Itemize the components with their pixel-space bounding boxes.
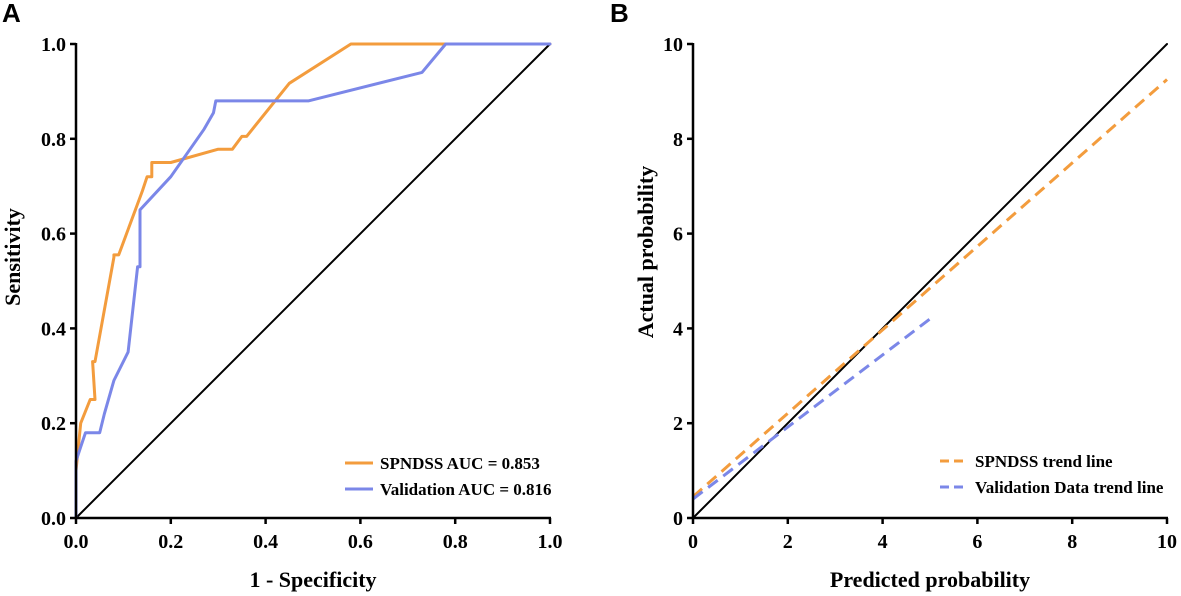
roc-y-tick-label: 0.6 bbox=[41, 224, 66, 246]
calibration-x-tick-label: 0 bbox=[688, 531, 698, 553]
calibration-reference-diagonal bbox=[692, 43, 1168, 519]
calibration-series-line-0 bbox=[692, 78, 1168, 498]
roc-reference-diagonal bbox=[75, 43, 551, 519]
calibration-x-tick-label: 4 bbox=[878, 531, 888, 553]
roc-x-tick-label: 0.6 bbox=[348, 531, 373, 553]
roc-series-line-0 bbox=[74, 42, 552, 520]
roc-legend-label: Validation AUC = 0.816 bbox=[380, 480, 552, 499]
roc-x-tick-label: 0.8 bbox=[443, 531, 468, 553]
calibration-x-axis-title: Predicted probability bbox=[830, 567, 1030, 592]
roc-legend-label: SPNDSS AUC = 0.853 bbox=[380, 454, 540, 473]
panel-label-a: A bbox=[2, 0, 21, 28]
roc-x-tick-label: 0.2 bbox=[158, 531, 183, 553]
roc-y-axis-title: Sensitivity bbox=[0, 208, 25, 306]
roc-series-line-1 bbox=[74, 42, 552, 520]
calibration-legend-label: Validation Data trend line bbox=[975, 478, 1164, 497]
calibration-ticks: 0 2 4 6 8 10 0 2 4 6 8 10 bbox=[663, 34, 1177, 553]
calibration-y-tick-label: 4 bbox=[673, 318, 683, 340]
calibration-x-tick-label: 2 bbox=[783, 531, 793, 553]
calibration-y-tick-label: 6 bbox=[673, 224, 683, 246]
roc-legend: SPNDSS AUC = 0.853 Validation AUC = 0.816 bbox=[345, 454, 552, 499]
calibration-legend: SPNDSS trend line Validation Data trend l… bbox=[940, 452, 1164, 497]
calibration-chart-panel: B 0 2 4 6 8 10 0 2 4 6 8 10 Predicted probability A… bbox=[610, 0, 1177, 592]
calibration-y-tick-label: 2 bbox=[673, 413, 683, 435]
calibration-x-tick-label: 6 bbox=[972, 531, 982, 553]
roc-y-tick-label: 0.2 bbox=[41, 413, 66, 435]
roc-x-tick-label: 0.4 bbox=[253, 531, 278, 553]
calibration-legend-label: SPNDSS trend line bbox=[975, 452, 1113, 471]
calibration-series-line-1 bbox=[692, 317, 931, 501]
roc-x-tick-label: 1.0 bbox=[538, 531, 563, 553]
roc-y-tick-label: 0.4 bbox=[41, 318, 66, 340]
calibration-y-tick-label: 0 bbox=[673, 508, 683, 530]
roc-y-tick-label: 0.0 bbox=[41, 508, 66, 530]
panel-label-b: B bbox=[610, 0, 629, 28]
roc-axes bbox=[74, 43, 551, 520]
roc-series-group bbox=[74, 42, 552, 520]
calibration-x-tick-label: 8 bbox=[1067, 531, 1077, 553]
roc-y-tick-label: 0.8 bbox=[41, 129, 66, 151]
calibration-y-tick-label: 10 bbox=[663, 34, 683, 56]
calibration-y-tick-label: 8 bbox=[673, 129, 683, 151]
calibration-series-group bbox=[692, 43, 1168, 519]
calibration-y-axis-title: Actual probability bbox=[633, 166, 658, 339]
roc-y-tick-label: 1.0 bbox=[41, 34, 66, 56]
roc-chart-panel: A 0.0 0.2 0.4 0.6 0.8 1.0 0.0 0.2 0.4 0.6 0.8 1.0 1… bbox=[0, 0, 563, 592]
roc-x-tick-label: 0.0 bbox=[64, 531, 89, 553]
roc-x-axis-title: 1 - Specificity bbox=[249, 567, 376, 592]
roc-ticks: 0.0 0.2 0.4 0.6 0.8 1.0 0.0 0.2 0.4 0.6 0.8 1.0 bbox=[41, 34, 563, 553]
calibration-x-tick-label: 10 bbox=[1157, 531, 1177, 553]
calibration-axes bbox=[691, 43, 1168, 520]
